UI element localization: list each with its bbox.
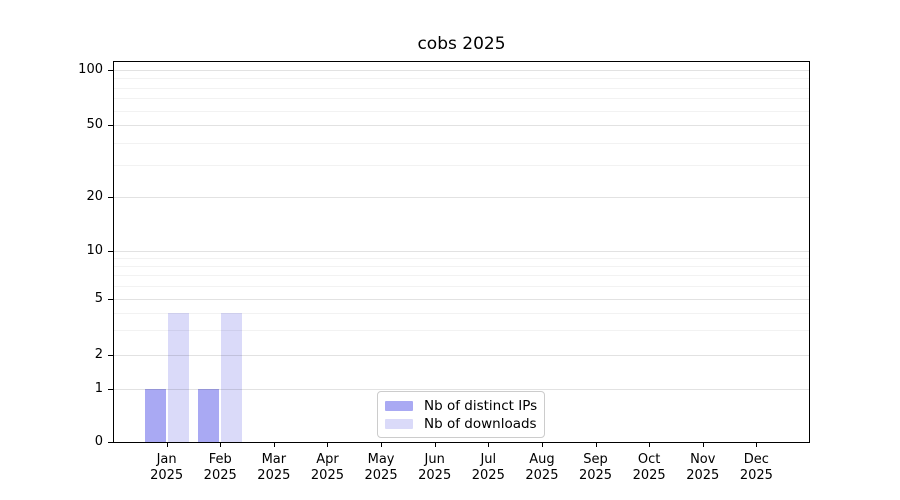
bar-downloads-1 (221, 312, 243, 442)
gridline-minor-9 (113, 257, 810, 259)
ytick-label-10: 10 (86, 242, 103, 258)
xtick-label-2: Mar 2025 (257, 452, 291, 483)
gridline-minor-70 (113, 98, 810, 100)
xtick-label-8: Sep 2025 (578, 452, 613, 483)
gridline-major-5 (113, 299, 810, 300)
ytick-label-0: 0 (94, 434, 103, 449)
bar-downloads-0 (167, 312, 189, 442)
gridline-major-2 (113, 355, 810, 356)
legend-label: Nb of downloads (424, 415, 537, 432)
ytick-mark-10 (108, 250, 113, 252)
ytick-label-50: 50 (86, 117, 103, 132)
xtick-mark-1 (220, 443, 222, 447)
ytick-mark-0 (108, 442, 113, 443)
ytick-mark-100 (108, 70, 113, 71)
ytick-label-2: 2 (94, 347, 103, 362)
gridline-minor-60 (113, 110, 810, 112)
xtick-label-11: Dec 2025 (739, 452, 773, 483)
gridline-minor-4 (113, 312, 810, 314)
ytick-mark-2 (108, 355, 113, 356)
xtick-mark-10 (702, 443, 704, 447)
ytick-mark-1 (108, 389, 113, 390)
gridline-minor-30 (113, 165, 810, 167)
xtick-label-5: Jun 2025 (418, 452, 452, 483)
ytick-mark-5 (108, 299, 113, 300)
chart-title: cobs 2025 (417, 34, 506, 54)
gridline-major-20 (113, 197, 810, 198)
ytick-label-5: 5 (94, 291, 103, 306)
gridline-minor-90 (113, 78, 810, 80)
gridline-major-10 (113, 250, 810, 252)
xtick-label-6: Jul 2025 (471, 452, 505, 483)
bar-distinct-ips-1 (198, 389, 220, 442)
legend: Nb of distinct IPs Nb of downloads (377, 391, 545, 438)
xtick-mark-7 (541, 443, 543, 447)
xtick-mark-3 (327, 443, 329, 447)
bar-distinct-ips-0 (144, 389, 166, 442)
xtick-label-4: May 2025 (364, 452, 398, 483)
gridline-major-100 (113, 70, 810, 71)
xtick-mark-0 (166, 443, 168, 447)
legend-label: Nb of distinct IPs (424, 397, 538, 414)
legend-swatch-icon (385, 400, 413, 411)
gridline-major-1 (113, 389, 810, 390)
xtick-label-0: Jan 2025 (150, 452, 184, 483)
xtick-mark-8 (595, 443, 597, 447)
gridline-minor-3 (113, 330, 810, 332)
legend-swatch-icon (385, 418, 413, 429)
gridline-minor-40 (113, 142, 810, 144)
plot-area (113, 61, 810, 443)
ytick-label-1: 1 (94, 381, 103, 396)
xtick-label-1: Feb 2025 (203, 452, 237, 483)
ytick-label-20: 20 (86, 189, 103, 204)
xtick-label-9: Oct 2025 (632, 452, 666, 483)
xtick-mark-9 (649, 443, 651, 447)
xtick-mark-2 (273, 443, 275, 447)
xtick-mark-11 (756, 443, 758, 447)
ytick-mark-50 (108, 125, 113, 126)
ytick-label-100: 100 (78, 62, 103, 77)
gridline-minor-8 (113, 266, 810, 268)
gridline-major-50 (113, 125, 810, 126)
legend-item-distinct-ips: Nb of distinct IPs (385, 397, 538, 414)
xtick-mark-5 (434, 443, 436, 447)
xtick-mark-6 (488, 443, 490, 447)
xtick-mark-4 (381, 443, 383, 447)
gridline-minor-7 (113, 275, 810, 277)
xtick-label-7: Aug 2025 (525, 452, 559, 483)
xtick-label-3: Apr 2025 (310, 452, 344, 483)
gridline-minor-6 (113, 286, 810, 288)
gridline-minor-80 (113, 87, 810, 89)
ytick-mark-20 (108, 197, 113, 198)
xtick-label-10: Nov 2025 (686, 452, 720, 483)
legend-item-downloads: Nb of downloads (385, 415, 537, 432)
